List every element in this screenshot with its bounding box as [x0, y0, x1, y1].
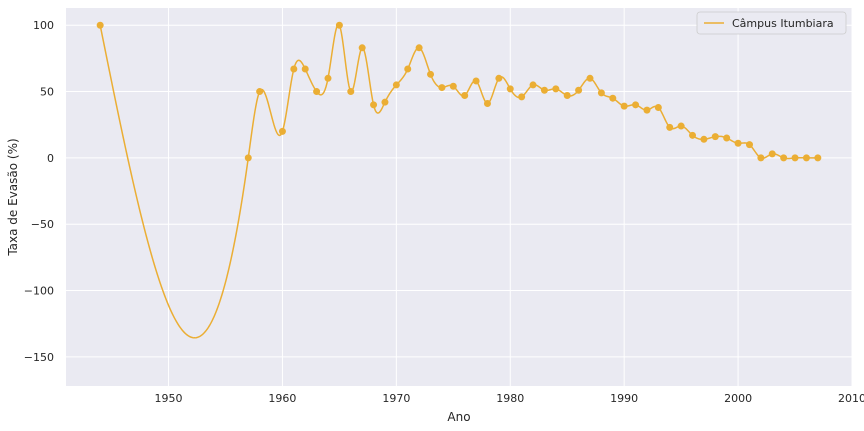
data-point	[244, 154, 252, 162]
data-point	[700, 135, 708, 143]
data-point	[495, 74, 503, 82]
x-axis-label: Ano	[447, 410, 470, 424]
data-point	[745, 141, 753, 149]
data-point	[540, 86, 548, 94]
series-line	[99, 23, 818, 339]
data-point	[791, 154, 799, 162]
data-point	[290, 65, 298, 73]
x-tick-label: 1960	[268, 392, 296, 405]
x-tick-label: 1970	[382, 392, 410, 405]
data-point	[620, 102, 628, 110]
data-point	[96, 21, 104, 29]
data-point	[632, 101, 640, 109]
data-point	[734, 139, 742, 147]
x-tick-label: 2000	[724, 392, 752, 405]
y-tick-label: −150	[24, 351, 54, 364]
data-point	[461, 92, 469, 100]
x-tick-label: 1950	[155, 392, 183, 405]
y-tick-label: 0	[47, 152, 54, 165]
data-point	[472, 77, 480, 85]
data-point	[404, 65, 412, 73]
data-point	[609, 94, 617, 102]
data-point	[358, 44, 366, 52]
series-layer	[96, 21, 822, 339]
data-point	[449, 82, 457, 90]
legend-label: Câmpus Itumbiara	[732, 17, 834, 30]
data-point	[711, 133, 719, 141]
data-point	[802, 154, 810, 162]
data-point	[677, 122, 685, 130]
y-tick-label: 100	[33, 19, 54, 32]
data-point	[723, 134, 731, 142]
data-point	[586, 74, 594, 82]
data-point	[575, 86, 583, 94]
data-point	[814, 154, 822, 162]
data-point	[654, 103, 662, 111]
y-tick-label: 50	[40, 86, 54, 99]
legend: Câmpus Itumbiara	[696, 11, 847, 35]
data-point	[438, 84, 446, 92]
x-tick-label: 1980	[496, 392, 524, 405]
data-point	[689, 131, 697, 139]
data-point	[335, 21, 343, 29]
data-point	[256, 88, 264, 96]
data-point	[518, 93, 526, 101]
data-point	[347, 88, 355, 96]
data-point	[427, 70, 435, 78]
data-point	[313, 88, 321, 96]
data-point	[278, 127, 286, 135]
data-point	[370, 101, 378, 109]
data-point	[415, 44, 423, 52]
x-tick-label: 1990	[610, 392, 638, 405]
data-point	[324, 74, 332, 82]
data-point	[483, 99, 491, 107]
data-point	[757, 154, 765, 162]
data-point	[666, 123, 674, 131]
legend-box	[696, 11, 847, 35]
data-point	[529, 81, 537, 89]
y-tick-label: −100	[24, 285, 54, 298]
data-point	[643, 106, 651, 114]
x-tick-label: 2010	[838, 392, 864, 405]
data-point	[392, 81, 400, 89]
data-point	[552, 85, 560, 93]
tick-labels: 1950 1960 1970 1980 1990 2000 2010 −150 −100 −50 0…	[24, 19, 864, 405]
data-point	[381, 98, 389, 106]
data-point	[301, 65, 309, 73]
data-point	[563, 92, 571, 100]
plot-area-background	[66, 8, 852, 386]
data-point	[780, 154, 788, 162]
y-tick-label: −50	[31, 218, 54, 231]
data-point	[768, 150, 776, 158]
data-point	[506, 85, 514, 93]
data-point	[597, 89, 605, 97]
y-axis-label: Taxa de Evasão (%)	[6, 138, 20, 256]
